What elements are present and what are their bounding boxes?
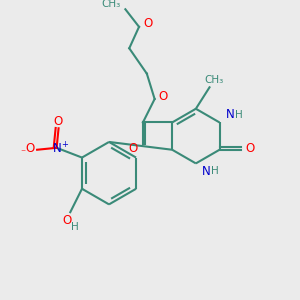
Text: N: N xyxy=(202,165,211,178)
Text: CH₃: CH₃ xyxy=(101,0,120,9)
Text: ⁻: ⁻ xyxy=(20,149,25,159)
Text: O: O xyxy=(63,214,72,227)
Text: O: O xyxy=(143,17,152,30)
Text: O: O xyxy=(26,142,35,155)
Text: O: O xyxy=(53,115,62,128)
Text: O: O xyxy=(128,142,138,155)
Text: H: H xyxy=(71,222,79,232)
Text: O: O xyxy=(245,142,254,155)
Text: +: + xyxy=(61,140,68,149)
Text: N: N xyxy=(53,142,62,155)
Text: O: O xyxy=(159,90,168,103)
Text: CH₃: CH₃ xyxy=(205,76,224,85)
Text: N: N xyxy=(226,108,235,121)
Text: H: H xyxy=(212,166,219,176)
Text: H: H xyxy=(235,110,243,120)
